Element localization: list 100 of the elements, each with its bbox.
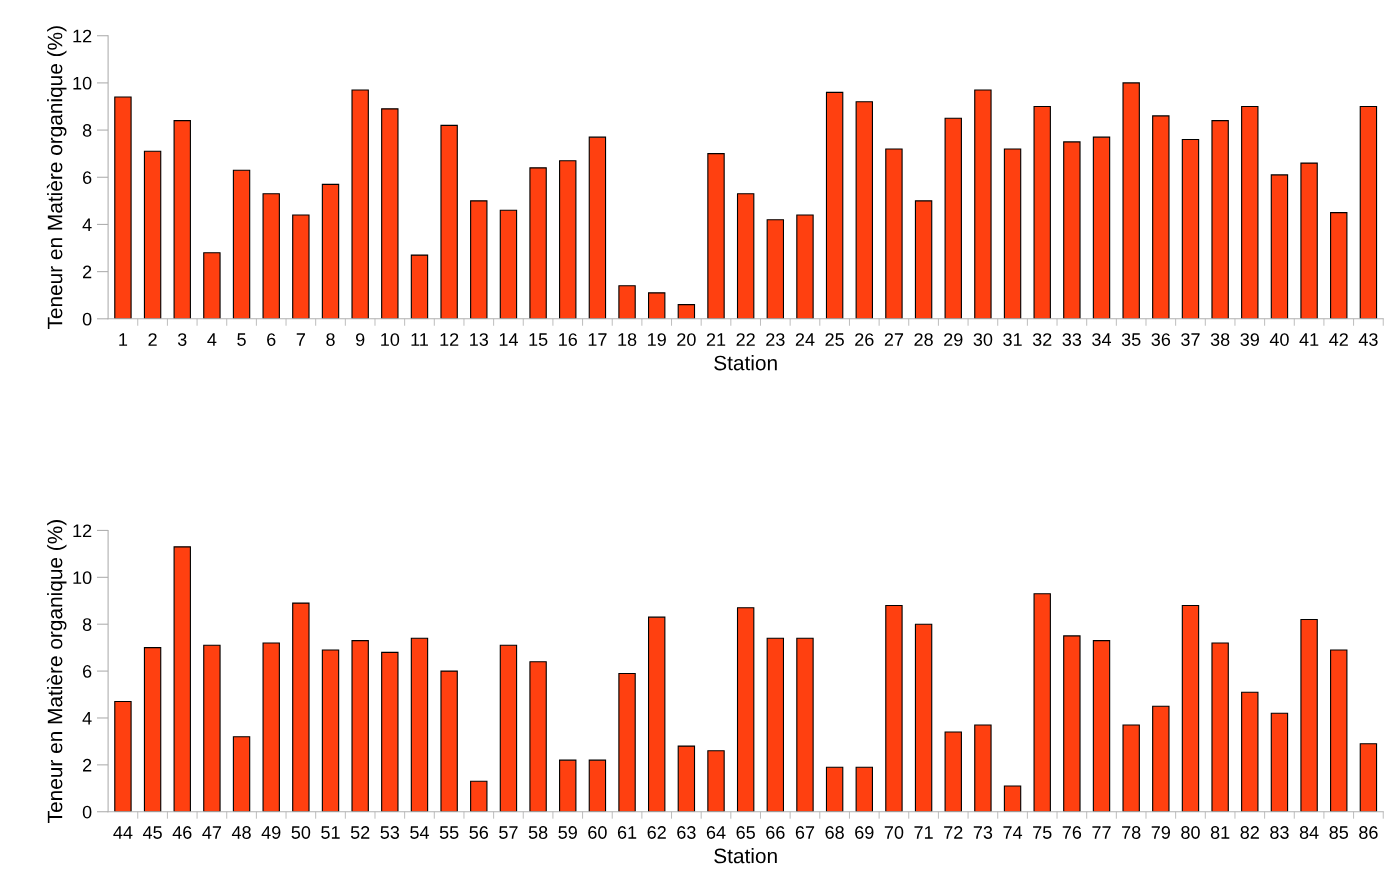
bar bbox=[173, 120, 191, 319]
bar bbox=[499, 209, 518, 319]
bar bbox=[1270, 712, 1289, 812]
bar bbox=[974, 724, 992, 812]
bar bbox=[559, 759, 577, 812]
x-tick-label: 55 bbox=[439, 826, 459, 839]
x-tick-label: 58 bbox=[528, 826, 548, 839]
bar bbox=[1092, 136, 1111, 319]
bar bbox=[1063, 635, 1081, 812]
y-tick-label: 4 bbox=[82, 712, 92, 725]
bar bbox=[529, 167, 547, 319]
bar bbox=[292, 214, 310, 319]
x-tick-label: 12 bbox=[440, 333, 459, 346]
x-axis-title: Station bbox=[714, 848, 777, 864]
bar bbox=[381, 108, 399, 319]
bar bbox=[1033, 105, 1051, 319]
x-tick-label: 30 bbox=[973, 333, 993, 346]
x-tick-label: 33 bbox=[1062, 333, 1082, 346]
bar bbox=[1359, 105, 1378, 319]
x-tick-label: 19 bbox=[648, 333, 666, 346]
x-tick-label: 14 bbox=[499, 333, 518, 346]
x-tick-label: 25 bbox=[825, 333, 844, 346]
y-axis-title: Teneur en Matière organique (%) bbox=[46, 520, 67, 823]
x-tick-label: 40 bbox=[1269, 333, 1289, 346]
bar bbox=[232, 169, 251, 319]
bar bbox=[944, 731, 962, 812]
bar bbox=[1241, 105, 1259, 319]
bar bbox=[1330, 212, 1348, 319]
x-tick-label: 8 bbox=[326, 333, 335, 346]
bar bbox=[410, 637, 429, 812]
bar bbox=[262, 642, 280, 812]
x-tick-label: 31 bbox=[1003, 333, 1022, 346]
x-tick-label: 76 bbox=[1062, 826, 1082, 839]
x-tick-label: 35 bbox=[1121, 333, 1141, 346]
x-tick-label: 4 bbox=[207, 333, 217, 346]
bar bbox=[647, 616, 666, 812]
x-tick-label: 18 bbox=[618, 333, 637, 346]
y-tick-label: 6 bbox=[83, 665, 92, 678]
bar bbox=[262, 193, 280, 319]
bar bbox=[1003, 785, 1022, 812]
bar bbox=[143, 150, 162, 319]
bar bbox=[766, 219, 785, 319]
y-tick-label: 2 bbox=[83, 265, 92, 279]
x-tick-label: 54 bbox=[410, 826, 429, 839]
bar bbox=[707, 153, 725, 319]
bar bbox=[1003, 148, 1022, 319]
bar bbox=[381, 651, 399, 812]
bar bbox=[1211, 642, 1229, 812]
x-tick-label: 45 bbox=[142, 826, 162, 839]
bar bbox=[825, 91, 844, 319]
bar bbox=[1152, 115, 1170, 319]
x-tick-label: 68 bbox=[825, 826, 844, 839]
bar bbox=[321, 183, 340, 319]
bar bbox=[707, 750, 725, 812]
bar bbox=[736, 607, 755, 812]
bar bbox=[677, 745, 696, 812]
bar bbox=[914, 623, 933, 812]
bar bbox=[143, 647, 162, 812]
x-tick-label: 11 bbox=[411, 333, 428, 346]
x-tick-label: 63 bbox=[677, 826, 696, 839]
bar bbox=[114, 96, 132, 319]
bar bbox=[588, 136, 607, 319]
x-tick-label: 50 bbox=[291, 826, 311, 839]
x-tick-label: 10 bbox=[381, 333, 400, 346]
bar bbox=[1330, 649, 1348, 812]
bar bbox=[292, 602, 310, 812]
bar bbox=[914, 200, 933, 319]
x-tick-label: 28 bbox=[914, 333, 933, 346]
x-tick-label: 64 bbox=[706, 826, 726, 839]
x-tick-label: 43 bbox=[1358, 333, 1378, 346]
x-tick-label: 16 bbox=[559, 333, 577, 346]
y-axis-title: Teneur en Matière organique (%) bbox=[46, 26, 67, 330]
x-tick-label: 69 bbox=[855, 826, 874, 839]
bar bbox=[321, 649, 340, 812]
bar bbox=[796, 637, 814, 812]
bar bbox=[499, 644, 518, 812]
x-tick-label: 84 bbox=[1299, 826, 1319, 839]
bar bbox=[885, 148, 903, 319]
x-tick-label: 72 bbox=[944, 826, 963, 839]
x-tick-label: 46 bbox=[172, 826, 192, 839]
bar bbox=[1300, 618, 1318, 812]
x-tick-label: 13 bbox=[470, 333, 489, 346]
bar bbox=[232, 736, 251, 812]
x-tick-label: 81 bbox=[1210, 826, 1230, 839]
x-tick-label: 1 bbox=[119, 333, 128, 346]
x-tick-label: 79 bbox=[1151, 826, 1171, 839]
x-tick-label: 48 bbox=[231, 826, 251, 839]
bar bbox=[855, 101, 873, 319]
x-tick-label: 26 bbox=[855, 333, 874, 346]
bar bbox=[1300, 162, 1318, 319]
bar bbox=[944, 117, 962, 319]
bar bbox=[1181, 604, 1200, 812]
y-tick-label: 6 bbox=[83, 171, 92, 184]
x-tick-label: 24 bbox=[795, 333, 815, 346]
y-tick-label: 0 bbox=[82, 805, 92, 819]
x-tick-label: 61 bbox=[617, 826, 637, 839]
x-tick-label: 65 bbox=[736, 826, 755, 839]
bar bbox=[677, 304, 696, 319]
y-tick-label: 10 bbox=[73, 76, 92, 90]
x-tick-label: 44 bbox=[113, 826, 133, 839]
